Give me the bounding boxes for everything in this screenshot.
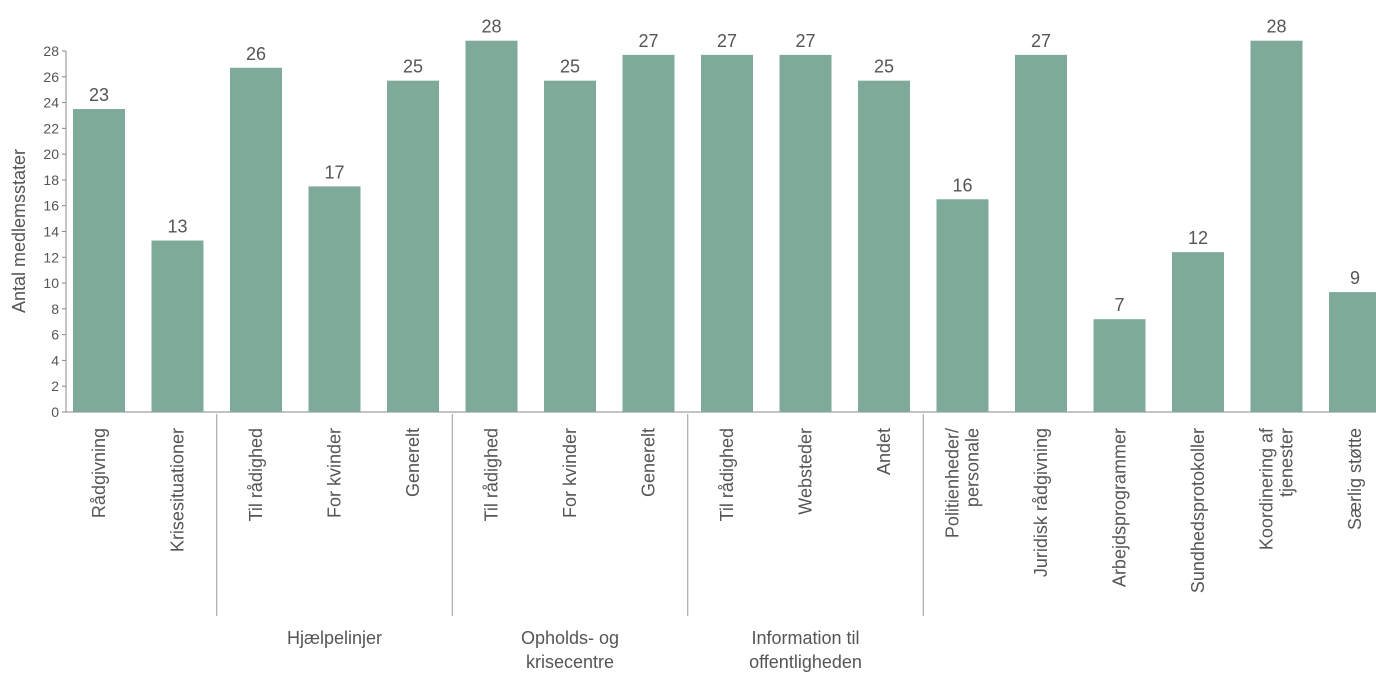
y-tick-label: 14 xyxy=(43,224,59,240)
bar xyxy=(1329,292,1376,412)
data-label: 7 xyxy=(1114,295,1124,315)
y-tick-label: 10 xyxy=(43,275,59,291)
y-tick-label: 12 xyxy=(43,249,59,265)
bars xyxy=(73,40,1376,413)
category-label: Rådgivning xyxy=(89,428,109,518)
data-label: 25 xyxy=(874,57,894,77)
data-label: 26 xyxy=(246,44,266,64)
category-label: Sundhedsprotokoller xyxy=(1188,428,1208,593)
y-tick-label: 26 xyxy=(43,69,59,85)
y-tick-label: 20 xyxy=(43,146,59,162)
category-label: Andet xyxy=(874,428,894,475)
y-tick-label: 4 xyxy=(51,352,59,368)
bar xyxy=(151,240,204,412)
bar xyxy=(1093,319,1146,412)
y-tick-label: 24 xyxy=(43,95,59,111)
bar xyxy=(387,80,439,413)
group-label: offentligheden xyxy=(749,652,862,672)
y-tick-label: 22 xyxy=(43,120,59,136)
bar xyxy=(465,40,518,412)
data-label: 13 xyxy=(167,217,187,237)
bar xyxy=(1250,40,1303,412)
data-label: 27 xyxy=(1031,31,1051,51)
data-label: 25 xyxy=(403,57,423,77)
category-label: For kvinder xyxy=(560,428,580,518)
category-label: Koordinering af xyxy=(1257,427,1277,550)
group-label: krisecentre xyxy=(526,652,614,672)
data-label: 12 xyxy=(1188,228,1208,248)
data-label: 9 xyxy=(1350,268,1360,288)
category-label: Krisesituationer xyxy=(168,428,188,552)
data-label: 27 xyxy=(717,31,737,51)
bar xyxy=(1172,252,1224,412)
data-label: 23 xyxy=(89,85,109,105)
category-label: Arbejdsprogrammer xyxy=(1110,428,1130,587)
bar xyxy=(73,109,125,413)
group-labels: Hjælpelinjer Opholds- og krisecentre Inform… xyxy=(287,628,862,672)
category-label: Juridisk rådgivning xyxy=(1031,428,1051,577)
category-label: Særlig støtte xyxy=(1345,428,1365,530)
category-label: Til rådighed xyxy=(482,428,502,521)
category-label: Til rådighed xyxy=(717,428,737,521)
y-axis-title: Antal medlemsstater xyxy=(9,149,29,313)
group-separators xyxy=(216,414,924,616)
group-label: Hjælpelinjer xyxy=(287,628,382,648)
y-tick-label: 8 xyxy=(51,301,59,317)
bar xyxy=(544,80,596,413)
category-label: Websteder xyxy=(796,428,816,515)
data-label: 28 xyxy=(481,17,501,37)
y-tick-label: 28 xyxy=(43,43,59,59)
bar xyxy=(936,199,989,412)
group-label: Information til xyxy=(751,628,859,648)
bar xyxy=(1015,54,1067,412)
data-label: 25 xyxy=(560,57,580,77)
y-tick-label: 0 xyxy=(51,404,59,420)
category-label: personale xyxy=(963,428,983,507)
bar xyxy=(622,54,675,412)
category-label: Politienheder/ xyxy=(943,428,963,538)
bar xyxy=(230,67,282,412)
group-label: Opholds- og xyxy=(521,628,619,648)
category-label: Til rådighed xyxy=(246,428,266,521)
category-label: Generelt xyxy=(639,428,659,497)
y-axis-title-group: Antal medlemsstater xyxy=(9,149,29,313)
bar xyxy=(779,54,832,412)
data-label: 28 xyxy=(1266,17,1286,37)
data-label: 27 xyxy=(795,31,815,51)
data-label: 16 xyxy=(952,175,972,195)
category-label: For kvinder xyxy=(325,428,345,518)
y-tick-label: 2 xyxy=(51,378,59,394)
y-tick-label: 6 xyxy=(51,327,59,343)
y-tick-label: 16 xyxy=(43,198,59,214)
bar xyxy=(701,54,753,412)
category-label: Generelt xyxy=(403,428,423,497)
bar xyxy=(858,80,910,413)
data-label: 27 xyxy=(638,31,658,51)
bar xyxy=(308,186,361,412)
category-labels: Rådgivning Krisesituationer Til rådighed Fo… xyxy=(89,427,1365,593)
category-label: tjenester xyxy=(1277,428,1297,497)
data-label: 17 xyxy=(324,162,344,182)
y-tick-label: 18 xyxy=(43,172,59,188)
data-labels: 23 13 26 17 25 28 25 27 27 27 25 16 27 7 12 28 9 xyxy=(89,17,1360,315)
